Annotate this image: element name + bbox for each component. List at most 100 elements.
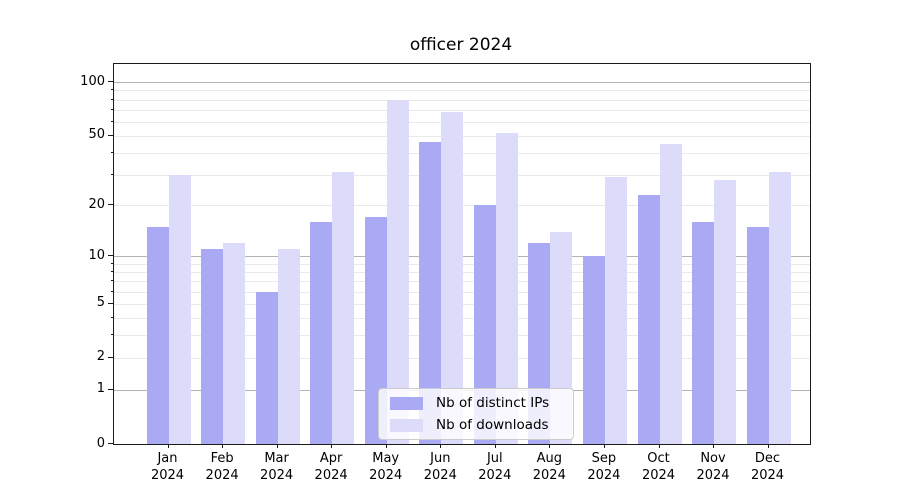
x-tick-mark (603, 444, 605, 448)
bar-downloads (768, 172, 791, 444)
y-tick-mark (108, 204, 113, 206)
x-tick-month: Sep (591, 451, 617, 466)
x-tick-mark (222, 444, 224, 448)
y-minor-tick-mark (110, 151, 113, 153)
x-tick-mark (713, 444, 714, 448)
x-tick-mark (276, 444, 278, 448)
x-tick-label: May 2024 (358, 450, 414, 484)
x-tick-mark (549, 444, 551, 448)
x-tick-month: Jan (157, 451, 178, 466)
x-tick-label: Mar 2024 (249, 450, 305, 484)
x-tick-label: Sep 2024 (576, 450, 632, 484)
x-tick-year: 2024 (696, 468, 730, 483)
y-minor-tick-mark (110, 270, 113, 272)
bar-downloads (441, 112, 464, 444)
x-tick-year: 2024 (150, 468, 185, 483)
y-tick-mark (108, 81, 113, 83)
bar-downloads (604, 177, 627, 444)
y-tick-mark (108, 255, 113, 256)
x-tick-label: Aug 2024 (521, 450, 577, 484)
x-tick-month: Nov (700, 451, 726, 466)
y-tick-label: 5 (96, 295, 105, 310)
bar-distinct-ips (146, 226, 169, 444)
x-tick-month: Jun (430, 451, 451, 466)
x-tick-year: 2024 (260, 468, 294, 483)
x-tick-year: 2024 (587, 468, 621, 483)
x-tick-label: Apr 2024 (303, 450, 359, 484)
bar-downloads (168, 174, 191, 444)
bar-downloads (332, 172, 355, 444)
x-tick-label: Feb 2024 (194, 450, 250, 484)
legend-item-distinct-ips: Nb of distinct IPs (379, 394, 573, 412)
bar-distinct-ips (364, 217, 387, 444)
y-minor-tick-mark (110, 120, 113, 122)
y-minor-tick-mark (110, 262, 113, 264)
bar-downloads (277, 249, 300, 444)
x-tick-month: Dec (754, 451, 781, 466)
legend-label-distinct-ips: Nb of distinct IPs (436, 395, 550, 411)
legend-label-downloads: Nb of downloads (436, 417, 549, 433)
x-tick-mark (331, 444, 333, 448)
y-minor-tick-mark (110, 173, 113, 175)
x-tick-month: Jul (486, 451, 503, 466)
y-tick-mark (108, 134, 113, 136)
x-tick-mark (440, 444, 442, 448)
y-tick-mark (108, 443, 113, 444)
x-tick-label: Dec 2024 (740, 450, 796, 484)
bar-downloads (659, 143, 682, 444)
bar-distinct-ips (310, 221, 333, 444)
x-tick-year: 2024 (423, 468, 457, 483)
y-tick-label: 10 (88, 247, 105, 263)
y-tick-label: 1 (96, 381, 105, 397)
x-tick-month: May (372, 451, 400, 466)
bar-distinct-ips (255, 291, 278, 444)
x-tick-month: Apr (319, 451, 343, 466)
x-tick-year: 2024 (750, 468, 785, 483)
y-tick-label: 100 (80, 73, 105, 89)
gridline-minor (114, 90, 810, 92)
bar-distinct-ips (419, 142, 442, 444)
gridline-major (114, 82, 810, 84)
bar-distinct-ips (473, 205, 496, 444)
y-tick-label: 20 (88, 196, 105, 212)
y-minor-tick-mark (110, 316, 113, 318)
x-tick-label: Nov 2024 (685, 450, 741, 484)
y-tick-label: 50 (88, 127, 105, 143)
plot-area (113, 63, 811, 445)
y-tick-label: 2 (96, 349, 105, 365)
bar-downloads (495, 132, 518, 444)
legend-item-downloads: Nb of downloads (379, 416, 573, 434)
y-minor-tick-mark (110, 334, 113, 336)
x-tick-year: 2024 (369, 468, 403, 483)
x-tick-mark (385, 444, 387, 448)
x-tick-label: Oct 2024 (631, 450, 687, 484)
x-tick-mark (767, 444, 769, 448)
x-tick-month: Feb (210, 451, 234, 466)
x-tick-year: 2024 (478, 468, 512, 483)
y-tick-mark (108, 356, 113, 358)
y-tick-mark (108, 388, 113, 390)
chart-title: officer 2024 (409, 35, 513, 55)
legend-swatch-downloads (390, 418, 423, 432)
y-minor-tick-mark (110, 89, 113, 91)
x-tick-month: Mar (264, 451, 289, 466)
x-tick-year: 2024 (314, 468, 348, 483)
x-tick-mark (167, 444, 169, 448)
y-minor-tick-mark (110, 98, 113, 100)
y-minor-tick-mark (110, 280, 113, 281)
x-tick-year: 2024 (641, 468, 676, 483)
gridline-minor (114, 99, 810, 101)
x-tick-mark (494, 444, 496, 448)
legend: Nb of distinct IPs Nb of downloads (378, 388, 574, 440)
bar-downloads (714, 180, 736, 444)
y-tick-label: 0 (96, 435, 105, 451)
x-tick-label: Jan 2024 (140, 450, 196, 484)
y-minor-tick-mark (110, 290, 113, 292)
x-tick-mark (658, 444, 660, 448)
bar-distinct-ips (637, 194, 660, 444)
bar-downloads (223, 242, 245, 444)
y-tick-mark (108, 302, 113, 304)
bar-distinct-ips (201, 249, 223, 444)
bar-distinct-ips (746, 226, 769, 444)
